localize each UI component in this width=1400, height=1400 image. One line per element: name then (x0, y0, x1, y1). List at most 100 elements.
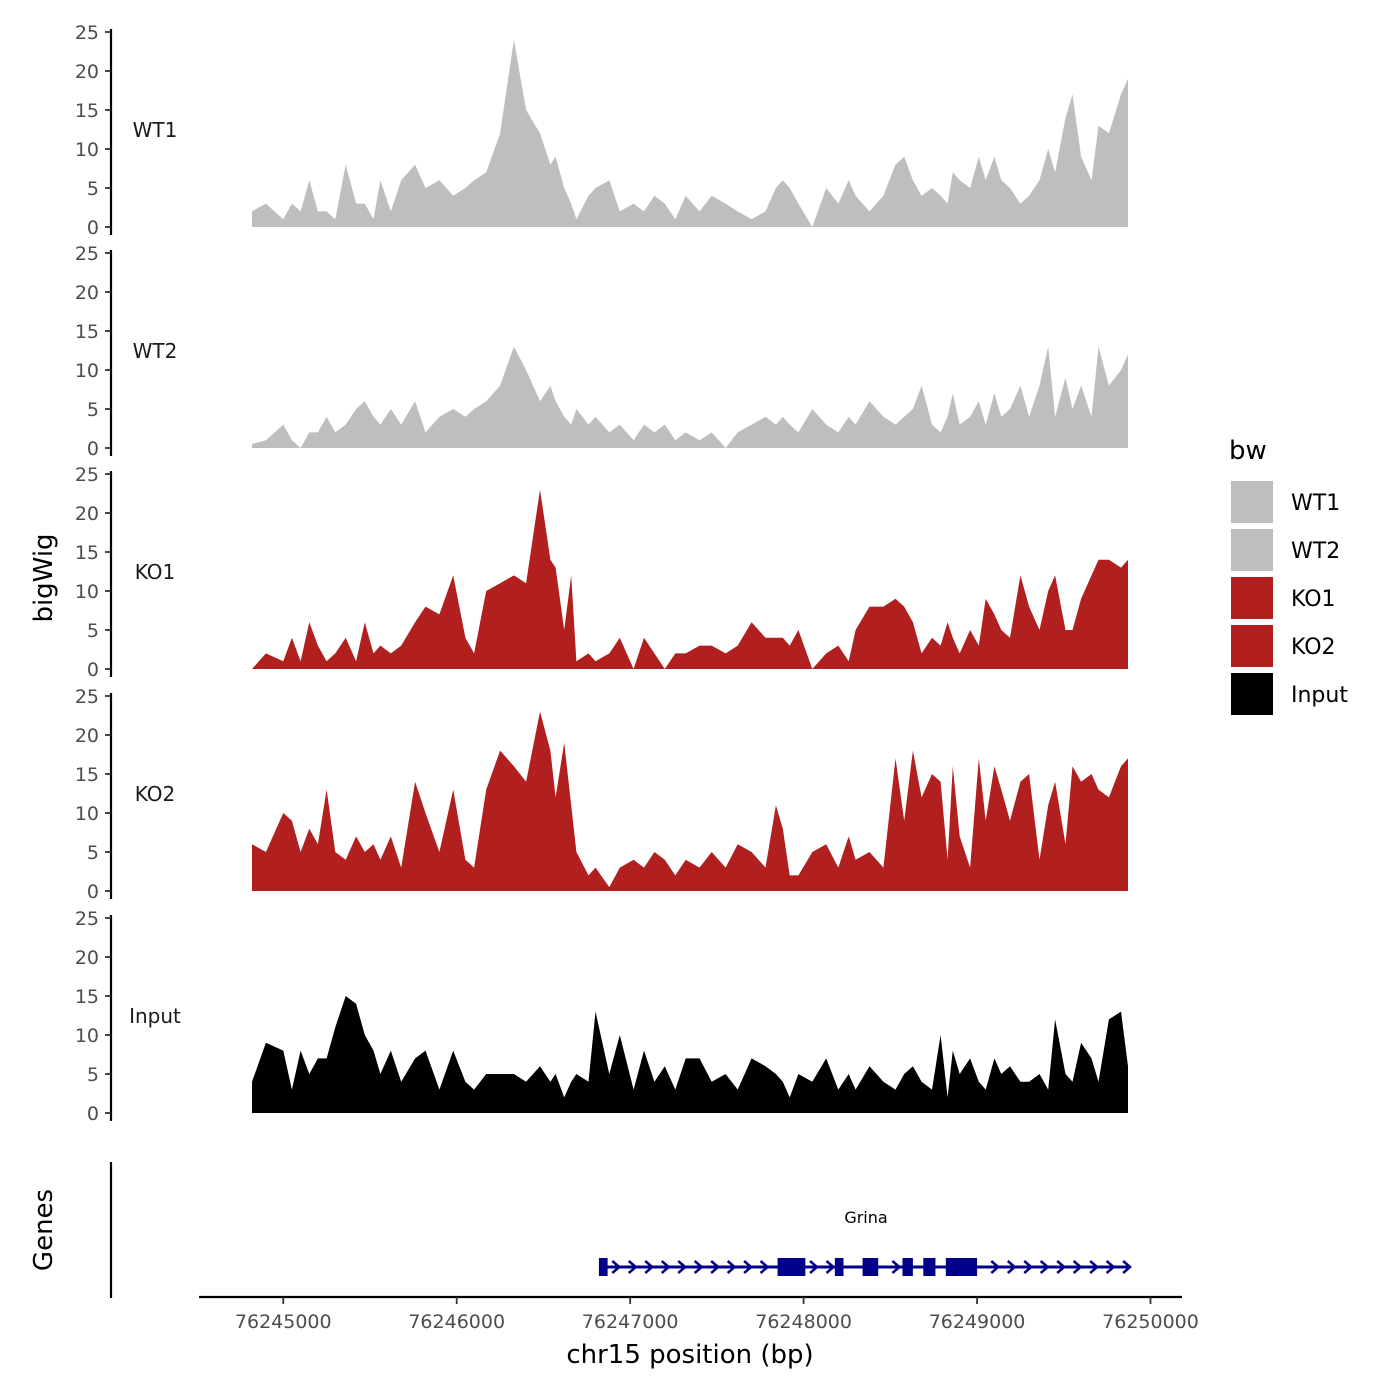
y-tick-label: 20 (75, 61, 99, 83)
coverage-area (252, 711, 1128, 891)
y-tick-label: 5 (87, 178, 99, 200)
x-tick-label: 76250000 (1102, 1311, 1199, 1333)
legend: bw WT1 WT2 KO1 KO2 Input (1229, 436, 1348, 717)
y-tick-label: 0 (87, 881, 99, 903)
gene-panel: Genes Grina (29, 1162, 1133, 1298)
exon-block (923, 1258, 936, 1276)
y-tick-label: 15 (75, 542, 99, 564)
y-tick-label: 5 (87, 399, 99, 421)
track-label: KO1 (135, 560, 176, 584)
y-tick-label: 15 (75, 764, 99, 786)
y-tick-label: 20 (75, 725, 99, 747)
strand-arrow (1023, 1260, 1034, 1274)
gene-panel-title: Genes (29, 1189, 59, 1271)
strand-arrow (1006, 1260, 1017, 1274)
coverage-area (252, 346, 1128, 448)
exon-block (862, 1258, 879, 1276)
y-tick-label: 10 (75, 360, 99, 382)
strand-arrow (693, 1260, 704, 1274)
track-input: 0 5 10 15 20 25 Input (75, 908, 1128, 1125)
x-tick-label: 76248000 (755, 1311, 852, 1333)
strand-arrow (1056, 1260, 1067, 1274)
y-tick-label: 10 (75, 139, 99, 161)
strand-arrow (726, 1260, 737, 1274)
legend-label: KO2 (1291, 635, 1336, 660)
track-label: WT1 (133, 118, 178, 142)
strand-arrow (1072, 1260, 1083, 1274)
y-tick-label: 15 (75, 100, 99, 122)
track-label: KO2 (135, 782, 176, 806)
y-tick-label: 5 (87, 1064, 99, 1086)
strand-arrow (1105, 1260, 1116, 1274)
strand-arrow (1089, 1260, 1100, 1274)
exon-block (945, 1258, 978, 1276)
legend-key (1229, 479, 1275, 525)
y-tick-label: 0 (87, 659, 99, 681)
y-tick-label: 25 (75, 908, 99, 930)
strand-arrow (627, 1260, 638, 1274)
y-tick-label: 0 (87, 217, 99, 239)
y-tick-label: 20 (75, 503, 99, 525)
y-tick-label: 10 (75, 803, 99, 825)
y-tick-label: 0 (87, 438, 99, 460)
track-wt2: 0 5 10 15 20 25 WT2 (75, 243, 1128, 460)
gene-label: Grina (844, 1208, 887, 1227)
y-tick-label: 25 (75, 686, 99, 708)
x-tick-label: 76249000 (929, 1311, 1026, 1333)
strand-arrow (611, 1260, 622, 1274)
legend-key (1229, 671, 1275, 717)
y-tick-label: 25 (75, 243, 99, 265)
legend-key (1229, 623, 1275, 669)
strand-arrow (891, 1260, 902, 1274)
legend-label: KO1 (1291, 587, 1336, 612)
legend-label: Input (1291, 683, 1348, 708)
x-tick-label: 76247000 (582, 1311, 679, 1333)
y-tick-label: 15 (75, 321, 99, 343)
y-tick-label: 10 (75, 581, 99, 603)
legend-label: WT2 (1291, 539, 1340, 564)
track-label: WT2 (133, 339, 178, 363)
strand-arrow (644, 1260, 655, 1274)
y-tick-label: 5 (87, 620, 99, 642)
strand-arrow (710, 1260, 721, 1274)
y-tick-label: 10 (75, 1025, 99, 1047)
track-ko1: 0 5 10 15 20 25 KO1 (75, 464, 1128, 681)
legend-key (1229, 527, 1275, 573)
strand-arrow (677, 1260, 688, 1274)
x-tick-label: 76246000 (408, 1311, 505, 1333)
legend-key (1229, 575, 1275, 621)
strand-arrow (759, 1260, 770, 1274)
strand-arrow (660, 1260, 671, 1274)
y-axis-title: bigWig (29, 533, 59, 622)
y-tick-label: 25 (75, 464, 99, 486)
strand-arrow (809, 1260, 819, 1274)
x-axis: 76245000 76246000 76247000 76248000 76249000… (199, 1295, 1199, 1333)
track-label: Input (129, 1004, 181, 1028)
y-tick-label: 15 (75, 986, 99, 1008)
coverage-area (252, 489, 1128, 669)
exon-block (902, 1258, 913, 1276)
legend-label: WT1 (1291, 491, 1340, 516)
coverage-tracks: 0510152025WT10510152025WT20510152025KO10… (75, 22, 1128, 1125)
legend-title: bw (1229, 436, 1267, 466)
x-axis-title: chr15 position (bp) (566, 1340, 813, 1370)
y-tick-label: 25 (75, 22, 99, 44)
coverage-area (252, 996, 1128, 1113)
exon-block (598, 1258, 608, 1276)
strand-arrow (990, 1260, 1001, 1274)
strand-arrow (1122, 1260, 1133, 1274)
y-tick-label: 5 (87, 842, 99, 864)
exon-block (834, 1258, 844, 1276)
strand-arrow (743, 1260, 754, 1274)
x-tick-label: 76245000 (235, 1311, 332, 1333)
y-tick-label: 0 (87, 1103, 99, 1125)
y-tick-label: 20 (75, 947, 99, 969)
gene-model (598, 1258, 1133, 1276)
y-tick-label: 20 (75, 282, 99, 304)
strand-arrow (1039, 1260, 1050, 1274)
exon-block (777, 1258, 806, 1276)
coverage-area (252, 39, 1128, 227)
track-wt1: 0 5 10 15 20 25 WT1 (75, 22, 1128, 239)
strand-arrow (825, 1260, 836, 1274)
